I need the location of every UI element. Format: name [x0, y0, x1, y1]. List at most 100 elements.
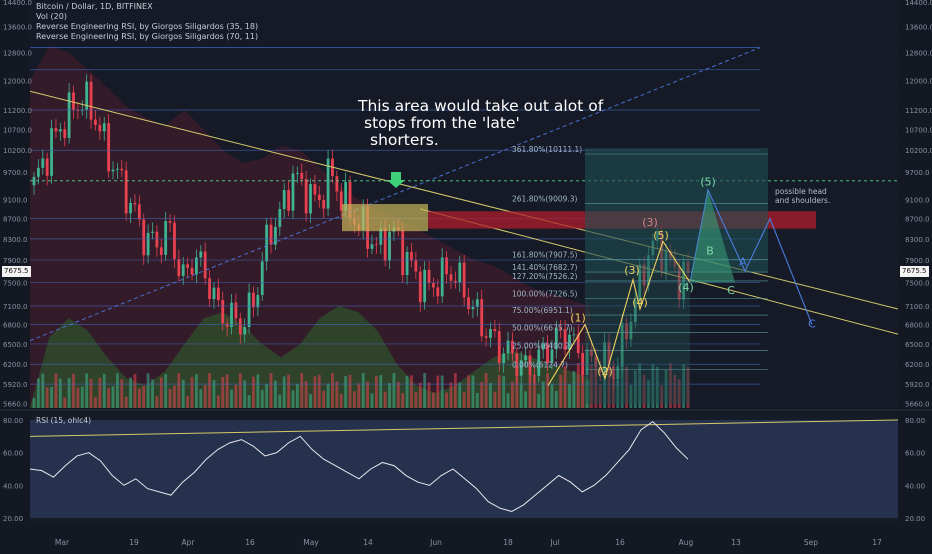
volume-bar [41, 373, 45, 408]
candle-body [590, 349, 593, 357]
volume-bar [230, 389, 233, 408]
candle-body [326, 158, 330, 209]
candle-body [414, 260, 418, 272]
indicator-rersi-2: Reverse Engineering RSI, by Giorgos Sili… [36, 32, 259, 41]
volume-bar [137, 388, 141, 408]
y-tick-right: 9100.0 [905, 196, 930, 204]
rsi-tick-right: 80.00 [905, 417, 925, 425]
y-tick-right: 7900.0 [905, 257, 930, 265]
wave-label: (5) [700, 175, 716, 188]
rsi-trendline [29, 419, 899, 437]
volume-bar [98, 377, 102, 408]
x-tick: 17 [872, 538, 882, 547]
volume-bar [326, 383, 330, 408]
volume-bar [36, 378, 40, 408]
candle-body [58, 129, 62, 132]
volume-bar [111, 386, 115, 408]
volume-bar [45, 387, 49, 408]
y-tick-right: 8300.0 [905, 236, 930, 244]
volume-bar [388, 383, 391, 408]
candle-body [401, 230, 405, 276]
candle-body [98, 124, 102, 132]
y-tick-left: 8700.0 [3, 216, 28, 224]
volume-bar [361, 373, 365, 408]
y-tick-right: 14400.0 [905, 0, 932, 7]
candle-body [137, 204, 141, 220]
y-tick-left: 7500.0 [3, 279, 28, 287]
fib-label: 127.20%(7526.2) [512, 272, 578, 281]
candle-body [405, 252, 409, 276]
volume-bar [410, 375, 413, 408]
candle-body [36, 167, 40, 177]
volume-bar [155, 396, 159, 408]
volume-bar [146, 373, 150, 408]
candle-body [480, 299, 484, 337]
volume-bar [484, 373, 488, 408]
volume-bar [585, 380, 589, 408]
candle-body [287, 190, 290, 211]
fib-label: 361.80%(10111.1) [512, 145, 582, 154]
candle-body [633, 300, 637, 322]
candle-body [322, 200, 326, 209]
main-note-line-3: shorters. [370, 131, 439, 149]
candle-body [489, 329, 492, 338]
y-tick-right: 5920.0 [905, 381, 930, 389]
volume-bar [243, 380, 247, 408]
volume-bar [374, 375, 378, 408]
candle-body [221, 300, 225, 324]
volume-bar [195, 374, 198, 408]
volume-bar [436, 375, 440, 408]
fib-label: 0.00%(6124.7) [512, 360, 568, 369]
candle-body [554, 327, 558, 350]
candle-body [265, 224, 269, 262]
indicator-rersi-1: Reverse Engineering RSI, by Giorgos Sili… [36, 22, 259, 31]
volume-bar [453, 373, 457, 408]
y-tick-left: 6500.0 [3, 341, 28, 349]
volume-bar [651, 364, 655, 408]
candle-body [304, 179, 308, 214]
volume-bar [269, 373, 273, 408]
wave-label: (3) [624, 264, 640, 277]
volume-bar [541, 381, 545, 408]
y-tick-left: 11200.0 [3, 107, 32, 115]
y-tick-right: 7500.0 [905, 279, 930, 287]
volume-bar [199, 389, 203, 408]
volume-bar [519, 383, 523, 408]
volume-bar [173, 385, 176, 408]
x-tick: Jun [429, 538, 442, 547]
fib-label: 50.00%(6675.7) [512, 323, 573, 332]
volume-bar [418, 382, 422, 408]
candle-body [243, 327, 247, 335]
volume-bar [563, 366, 567, 408]
volume-bar [559, 374, 563, 408]
volume-bar [260, 390, 264, 408]
volume-bar [221, 376, 225, 408]
volume-bar [234, 384, 238, 408]
volume-bar [287, 374, 290, 408]
candle-body [159, 247, 163, 255]
candle-body [67, 92, 71, 138]
volume-bar [686, 367, 690, 408]
y-tick-left: 5660.0 [3, 400, 28, 408]
candle-body [164, 221, 168, 255]
y-tick-left: 10200.0 [3, 147, 32, 155]
candle-body [142, 219, 146, 256]
main-note-line-2: stops from the 'late' [364, 114, 520, 132]
fib-label: 25.00%(6400.2) [512, 342, 573, 351]
volume-bar [524, 391, 527, 408]
candle-body [278, 208, 282, 227]
volume-bar [32, 398, 36, 408]
candle-body [32, 176, 36, 186]
volume-bar [655, 366, 659, 408]
volume-bar [309, 394, 312, 408]
y-tick-left: 10700.0 [3, 127, 32, 135]
candle-body [168, 221, 172, 223]
volume-bar [133, 373, 137, 408]
volume-bar [497, 375, 501, 408]
candle-body [449, 274, 453, 281]
candle-body [458, 262, 462, 283]
wave-label: B [706, 245, 714, 258]
volume-bar [423, 373, 427, 408]
volume-bar [124, 396, 128, 408]
